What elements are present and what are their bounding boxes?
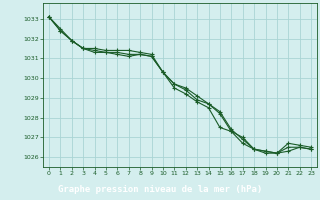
Text: Graphe pression niveau de la mer (hPa): Graphe pression niveau de la mer (hPa) — [58, 185, 262, 194]
